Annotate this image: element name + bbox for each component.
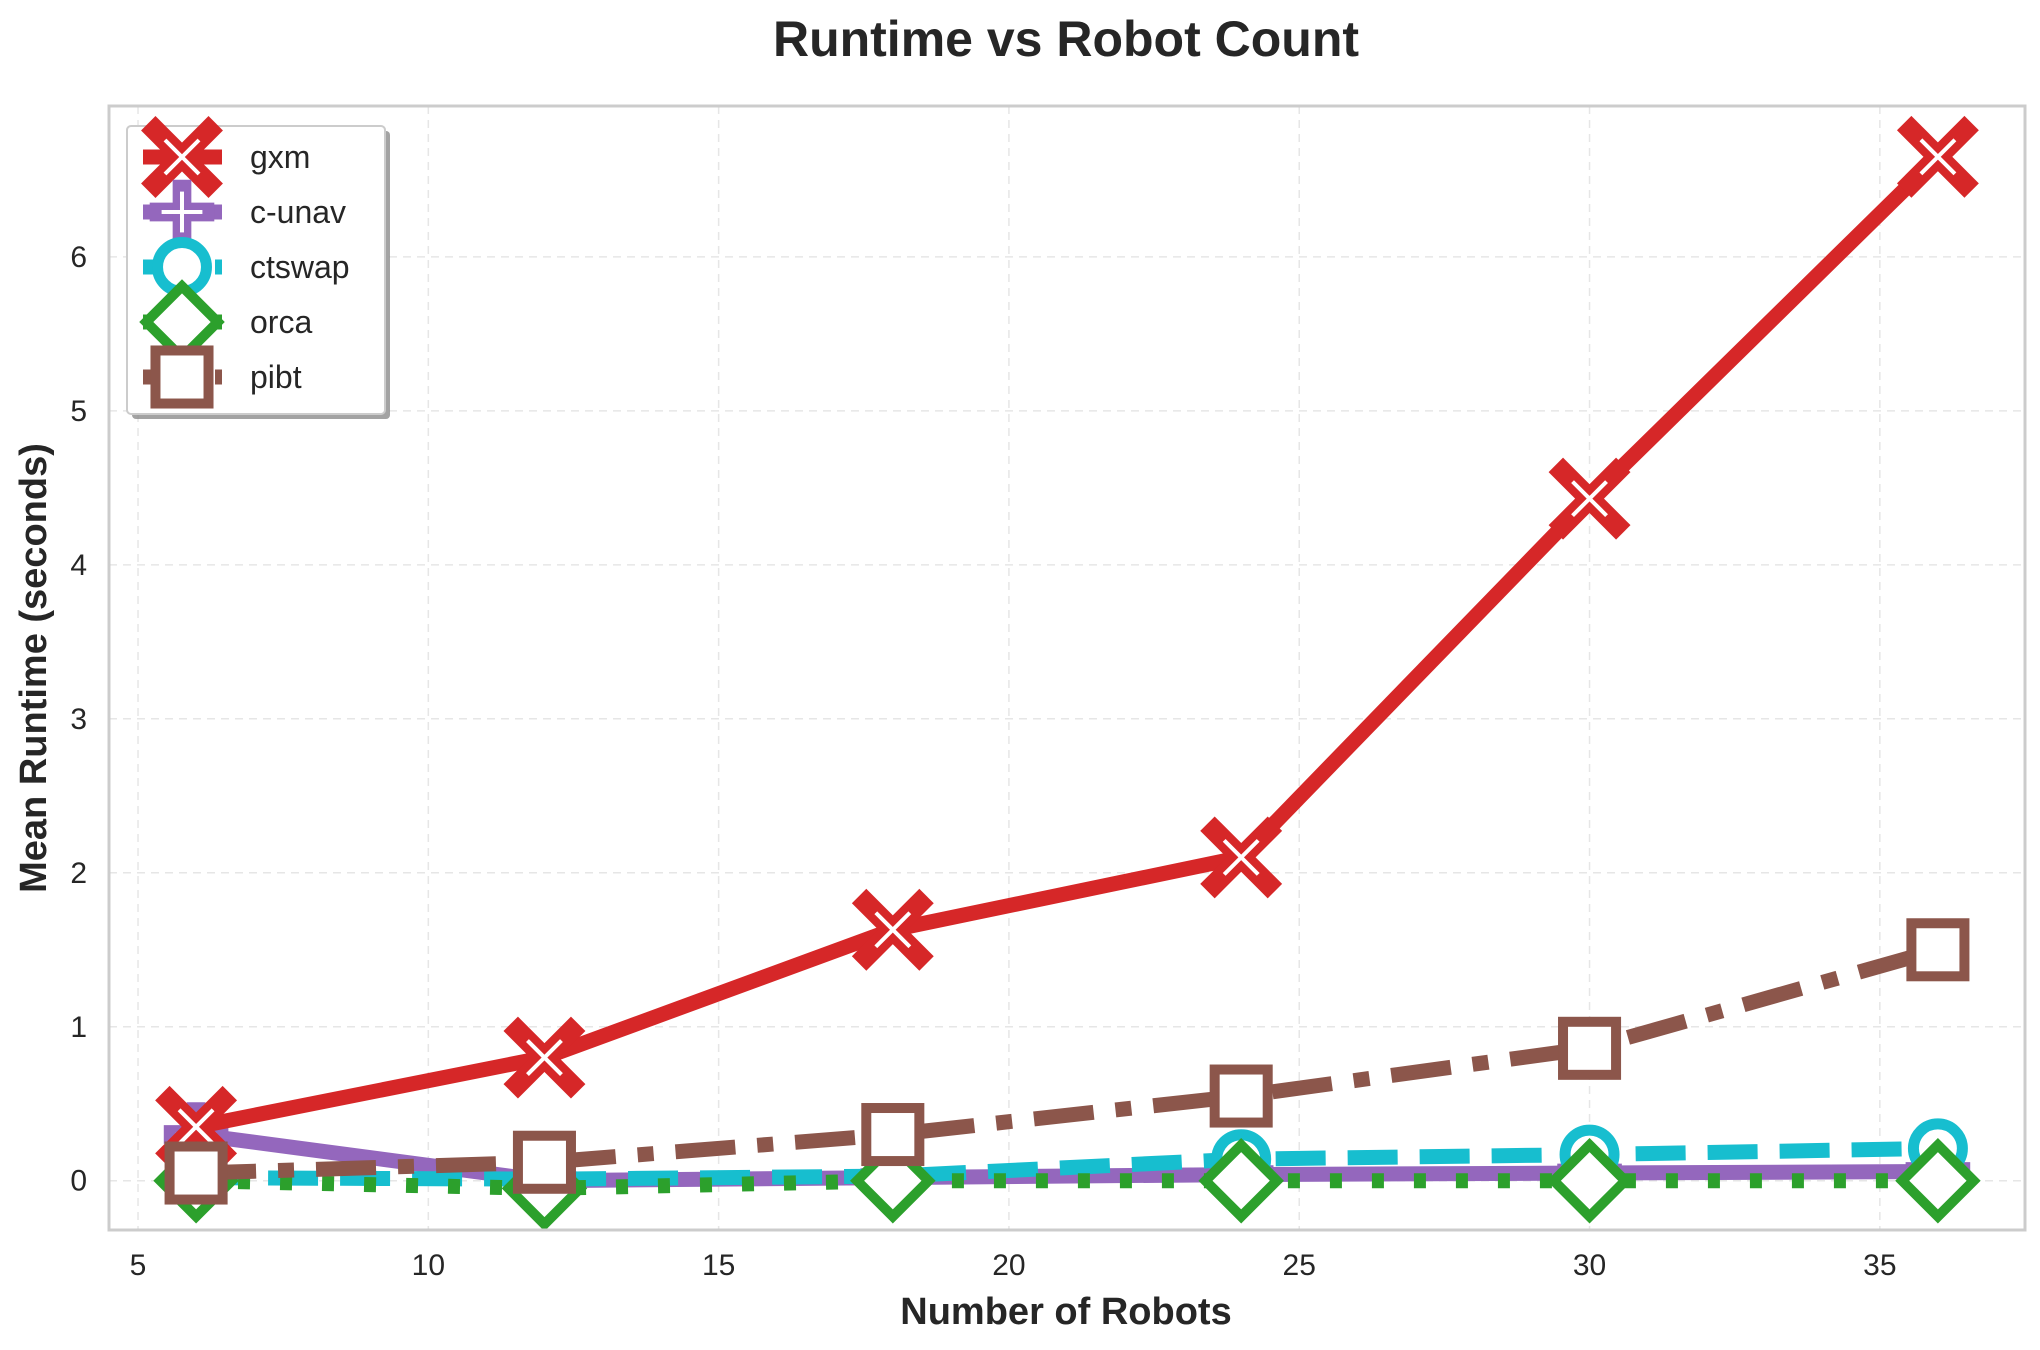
x-tick-label: 15	[702, 1249, 735, 1282]
y-tick-label: 3	[70, 703, 87, 736]
gxm-marker	[1548, 457, 1631, 540]
x-tick-label: 25	[1283, 1249, 1316, 1282]
orca-marker	[1895, 1137, 1981, 1224]
y-tick-label: 4	[70, 549, 87, 582]
x-tick-label: 20	[992, 1249, 1025, 1282]
plot-frame	[107, 104, 2027, 1232]
gxm-line	[194, 151, 1944, 1135]
legend-label-pibt: pibt	[250, 359, 302, 395]
x-tick-label: 35	[1863, 1249, 1896, 1282]
x-tick-label: 30	[1573, 1249, 1606, 1282]
pibt-marker	[512, 1130, 576, 1194]
ctswap-line	[196, 1140, 1939, 1187]
y-tick-label: 2	[70, 857, 87, 890]
legend-item-pibt: pibt	[143, 345, 302, 409]
legend-label-orca: orca	[250, 304, 312, 340]
legend-label-gxm: gxm	[250, 139, 310, 175]
series-pibt	[164, 918, 1970, 1205]
legend-item-c-unav: c-unav	[143, 179, 346, 245]
grid	[109, 106, 2025, 1230]
y-tick-label: 1	[70, 1011, 87, 1044]
gxm-marker	[503, 1016, 586, 1099]
gxm-marker	[851, 888, 934, 971]
x-tick-label: 10	[412, 1249, 445, 1282]
legend-label-ctswap: ctswap	[250, 249, 350, 285]
legend: gxm c-unav ctswap orca pibt	[126, 116, 390, 419]
legend-pibt-marker	[150, 345, 214, 409]
series-gxm	[155, 115, 1979, 1168]
legend-item-gxm: gxm	[141, 116, 310, 198]
legend-label-c-unav: c-unav	[250, 194, 346, 230]
y-axis-label: Mean Runtime (seconds)	[13, 443, 55, 893]
y-tick-label: 5	[70, 395, 87, 428]
x-axis-label: Number of Robots	[900, 1291, 1231, 1333]
pibt-marker	[1558, 1016, 1622, 1080]
chart-title: Runtime vs Robot Count	[773, 11, 1359, 67]
legend-c-unav-marker	[149, 179, 215, 245]
x-tick-label: 5	[130, 1249, 147, 1282]
y-axis-ticks: 0 1 2 3 4 5 6	[70, 241, 87, 1198]
x-axis-ticks: 5 10 15 20 25 30 35	[130, 1249, 1897, 1282]
pibt-line	[195, 942, 1940, 1181]
orca-marker	[850, 1137, 936, 1224]
y-tick-label: 6	[70, 241, 87, 274]
pibt-marker	[861, 1103, 925, 1167]
y-tick-label: 0	[70, 1165, 87, 1198]
pibt-marker	[164, 1141, 228, 1205]
legend-gxm-marker	[141, 116, 223, 198]
pibt-marker	[1906, 918, 1970, 982]
plot-series	[153, 115, 1981, 1232]
pibt-marker	[1209, 1064, 1273, 1128]
gxm-marker	[1896, 115, 1979, 198]
orca-marker	[1546, 1137, 1633, 1224]
orca-marker	[1198, 1137, 1284, 1224]
gxm-marker	[1200, 816, 1283, 899]
